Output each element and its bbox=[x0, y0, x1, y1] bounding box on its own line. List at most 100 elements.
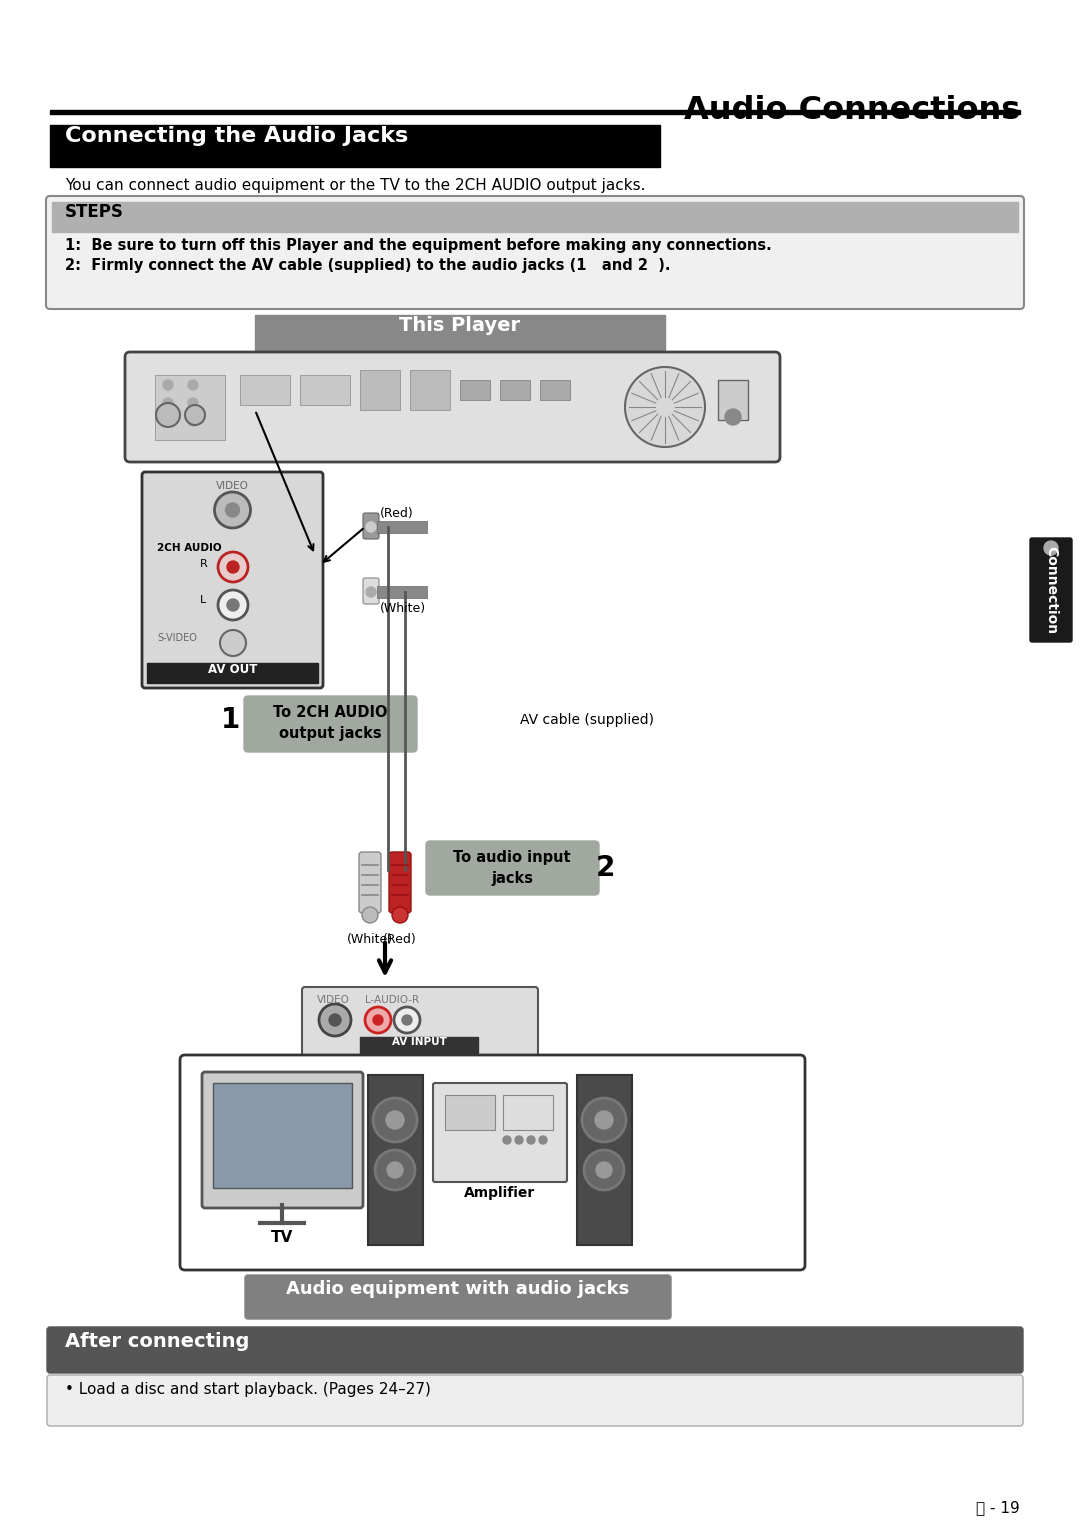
Circle shape bbox=[402, 1015, 411, 1025]
Circle shape bbox=[392, 908, 408, 923]
Circle shape bbox=[226, 503, 240, 516]
Bar bbox=[500, 380, 530, 400]
Text: (White): (White) bbox=[380, 602, 427, 614]
Bar bbox=[368, 1076, 423, 1245]
Bar bbox=[255, 315, 665, 350]
Bar bbox=[360, 370, 400, 410]
Circle shape bbox=[218, 552, 248, 582]
Text: To 2CH AUDIO
output jacks: To 2CH AUDIO output jacks bbox=[273, 704, 388, 741]
Bar bbox=[240, 374, 291, 405]
Text: AV INPUT: AV INPUT bbox=[392, 1038, 446, 1047]
Circle shape bbox=[1044, 541, 1058, 555]
Text: To audio input
jacks: To audio input jacks bbox=[454, 850, 571, 886]
Circle shape bbox=[539, 1135, 546, 1144]
Circle shape bbox=[366, 587, 376, 597]
Bar bbox=[577, 1076, 632, 1245]
Text: You can connect audio equipment or the TV to the 2CH AUDIO output jacks.: You can connect audio equipment or the T… bbox=[65, 177, 646, 193]
Text: AV cable (supplied): AV cable (supplied) bbox=[519, 714, 654, 727]
Text: 1:  Be sure to turn off this Player and the equipment before making any connecti: 1: Be sure to turn off this Player and t… bbox=[65, 238, 772, 254]
Circle shape bbox=[185, 405, 205, 425]
Circle shape bbox=[329, 1015, 341, 1025]
Circle shape bbox=[387, 1161, 403, 1178]
FancyBboxPatch shape bbox=[48, 1375, 1023, 1426]
FancyBboxPatch shape bbox=[302, 987, 538, 1057]
Circle shape bbox=[375, 1151, 415, 1190]
Text: (White): (White) bbox=[347, 934, 393, 946]
Bar bbox=[213, 1083, 352, 1187]
FancyBboxPatch shape bbox=[359, 853, 381, 914]
Text: After connecting: After connecting bbox=[65, 1332, 249, 1351]
Circle shape bbox=[386, 1111, 404, 1129]
Bar bbox=[360, 1038, 478, 1053]
Circle shape bbox=[188, 380, 198, 390]
Bar bbox=[377, 521, 427, 533]
Circle shape bbox=[215, 492, 251, 529]
Circle shape bbox=[188, 397, 198, 408]
Bar bbox=[147, 663, 318, 683]
Text: TV: TV bbox=[271, 1230, 293, 1245]
FancyBboxPatch shape bbox=[202, 1073, 363, 1209]
FancyBboxPatch shape bbox=[363, 513, 379, 539]
FancyBboxPatch shape bbox=[433, 1083, 567, 1183]
Circle shape bbox=[227, 561, 239, 573]
Bar bbox=[503, 1096, 553, 1131]
Bar bbox=[445, 1096, 495, 1131]
Circle shape bbox=[595, 1111, 613, 1129]
Circle shape bbox=[163, 416, 173, 426]
Text: (Red): (Red) bbox=[383, 934, 417, 946]
Text: L: L bbox=[200, 594, 206, 605]
Circle shape bbox=[394, 1007, 420, 1033]
Text: Audio equipment with audio jacks: Audio equipment with audio jacks bbox=[286, 1280, 630, 1297]
Circle shape bbox=[373, 1099, 417, 1141]
Circle shape bbox=[373, 1015, 383, 1025]
Circle shape bbox=[625, 367, 705, 448]
Circle shape bbox=[188, 416, 198, 426]
FancyBboxPatch shape bbox=[180, 1054, 805, 1270]
Bar bbox=[460, 380, 490, 400]
Text: 2CH AUDIO: 2CH AUDIO bbox=[157, 542, 221, 553]
Circle shape bbox=[725, 410, 741, 425]
Circle shape bbox=[227, 599, 239, 611]
FancyBboxPatch shape bbox=[1030, 538, 1072, 642]
FancyBboxPatch shape bbox=[363, 578, 379, 604]
Circle shape bbox=[596, 1161, 612, 1178]
Bar bbox=[300, 374, 350, 405]
Bar bbox=[377, 587, 427, 597]
Text: (Red): (Red) bbox=[380, 507, 414, 520]
FancyBboxPatch shape bbox=[48, 1326, 1023, 1374]
Text: AV OUT: AV OUT bbox=[207, 663, 257, 675]
Bar bbox=[50, 110, 1020, 115]
Circle shape bbox=[366, 523, 376, 532]
Text: 2: 2 bbox=[595, 854, 615, 882]
Bar bbox=[52, 202, 1018, 232]
Circle shape bbox=[362, 908, 378, 923]
Bar bbox=[718, 380, 748, 420]
Circle shape bbox=[365, 1007, 391, 1033]
Text: Amplifier: Amplifier bbox=[464, 1186, 536, 1199]
Circle shape bbox=[218, 590, 248, 620]
FancyBboxPatch shape bbox=[245, 1274, 671, 1319]
Text: STEPS: STEPS bbox=[65, 203, 124, 222]
Bar bbox=[540, 380, 570, 400]
Text: L-AUDIO-R: L-AUDIO-R bbox=[365, 995, 419, 1005]
Text: Audio Connections: Audio Connections bbox=[684, 95, 1020, 125]
Text: S-VIDEO: S-VIDEO bbox=[157, 633, 197, 643]
Text: ⓔ - 19: ⓔ - 19 bbox=[976, 1500, 1020, 1514]
Circle shape bbox=[220, 630, 246, 656]
Circle shape bbox=[527, 1135, 535, 1144]
Text: VIDEO: VIDEO bbox=[318, 995, 350, 1005]
Text: 2:  Firmly connect the AV cable (supplied) to the audio jacks (1   and 2  ).: 2: Firmly connect the AV cable (supplied… bbox=[65, 258, 671, 274]
FancyBboxPatch shape bbox=[125, 351, 780, 461]
Circle shape bbox=[515, 1135, 523, 1144]
Text: R: R bbox=[200, 559, 207, 568]
Circle shape bbox=[163, 380, 173, 390]
Circle shape bbox=[163, 397, 173, 408]
FancyBboxPatch shape bbox=[389, 853, 411, 914]
Circle shape bbox=[582, 1099, 626, 1141]
Text: This Player: This Player bbox=[400, 316, 521, 335]
Circle shape bbox=[503, 1135, 511, 1144]
Text: • Load a disc and start playback. (Pages 24–27): • Load a disc and start playback. (Pages… bbox=[65, 1381, 431, 1397]
Circle shape bbox=[319, 1004, 351, 1036]
Bar bbox=[410, 370, 450, 410]
FancyBboxPatch shape bbox=[46, 196, 1024, 309]
